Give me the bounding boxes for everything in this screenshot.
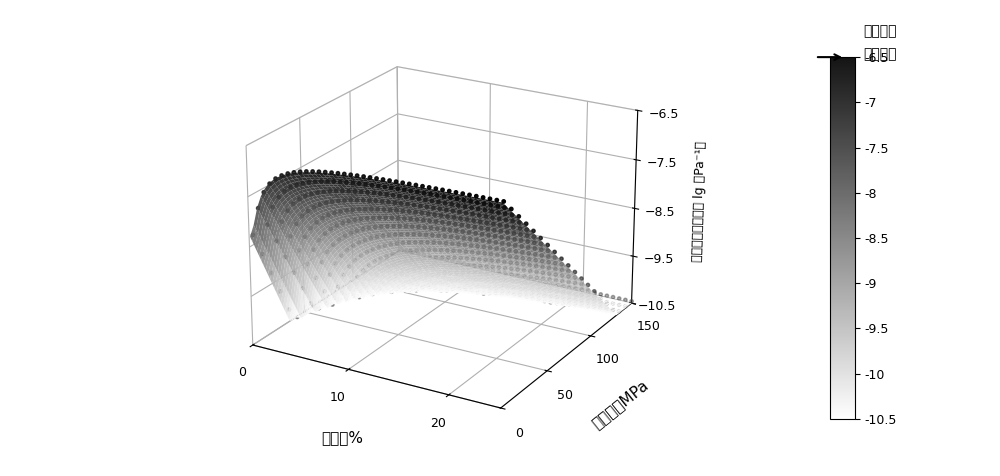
X-axis label: 孔隙度%: 孔隙度% xyxy=(322,430,364,446)
Y-axis label: 有效应力MPa: 有效应力MPa xyxy=(589,377,651,431)
Text: 系数色标: 系数色标 xyxy=(863,48,897,61)
Text: 地层压实: 地层压实 xyxy=(863,24,897,38)
